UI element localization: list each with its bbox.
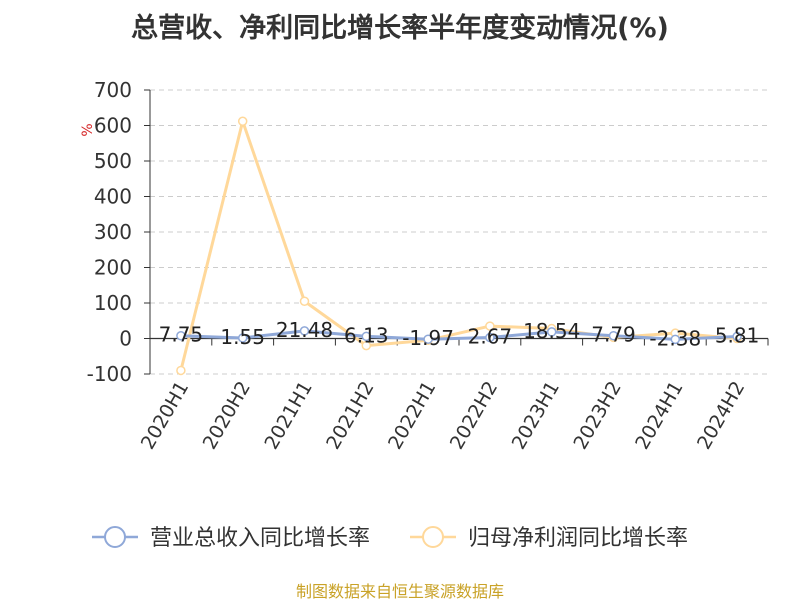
series-line-0 — [180, 329, 738, 341]
legend-label-0: 营业总收入同比增长率 — [150, 526, 370, 551]
grid-lines — [150, 89, 768, 375]
source-note: 制图数据来自恒生聚源数据库 — [295, 582, 504, 601]
x-tick-label-2023H1: 2023H1 — [508, 378, 564, 454]
series-1-point-2 — [299, 296, 310, 306]
y-tick-label-500: 500 — [94, 149, 132, 173]
series-0-point-1 — [237, 333, 248, 343]
data-label-6: 18.54 — [523, 319, 580, 343]
x-tick-label-2024H2: 2024H2 — [693, 378, 749, 454]
legend-marker-1 — [422, 526, 444, 548]
data-label-8: -2.38 — [649, 326, 701, 350]
series-0-point-6 — [546, 327, 557, 337]
legend-marker-0 — [104, 526, 126, 548]
series-0-point-2 — [299, 326, 310, 336]
data-label-3: 6.13 — [344, 323, 389, 347]
data-label-2: 21.48 — [276, 318, 333, 342]
x-tick-label-2020H2: 2020H2 — [199, 378, 255, 454]
series-0-point-5 — [485, 332, 495, 343]
x-tick-label-2022H1: 2022H1 — [384, 378, 440, 454]
y-tick-label-400: 400 — [94, 185, 132, 209]
series-lines — [176, 116, 742, 376]
data-label-1: 1.55 — [220, 325, 265, 349]
legend-label-1: 归母净利润同比增长率 — [468, 526, 688, 551]
y-tick-label-700: 700 — [94, 78, 132, 102]
y-axis-unit-label: % — [80, 123, 96, 136]
x-tick-label-2021H1: 2021H1 — [260, 378, 316, 454]
legend-item-1[interactable]: 归母净利润同比增长率 — [410, 526, 688, 551]
chart-title: 总营收、净利同比增长率半年度变动情况(%) — [131, 13, 669, 44]
series-0-point-4 — [423, 334, 433, 344]
data-label-5: 2.67 — [468, 325, 513, 349]
series-1-point-0 — [176, 365, 186, 376]
data-label-4: -1.97 — [402, 326, 454, 350]
data-labels: 7.75 1.55 21.48 6.13 -1.97 2.67 18.54 7.79 -2.38… — [159, 318, 760, 350]
x-tick-label-2020H1: 2020H1 — [137, 378, 193, 454]
data-label-9: 5.81 — [715, 323, 760, 347]
series-0-point-8 — [670, 334, 681, 345]
series-0-point-7 — [608, 330, 619, 341]
x-tick-label-2023H2: 2023H2 — [569, 378, 625, 454]
y-tick-label-100: 100 — [94, 291, 132, 315]
x-tick-label-2024H1: 2024H1 — [631, 378, 687, 454]
series-1-point-3 — [361, 340, 372, 351]
x-tick-label-2022H2: 2022H2 — [446, 378, 502, 454]
x-tick-label-2021H2: 2021H2 — [322, 378, 378, 454]
data-label-7: 7.79 — [591, 323, 636, 347]
y-tick-label--100: -100 — [87, 362, 132, 386]
series-0-point-3 — [361, 331, 372, 342]
data-label-0: 7.75 — [159, 323, 204, 347]
series-line-1 — [179, 119, 738, 371]
y-tick-label-200: 200 — [94, 256, 132, 280]
legend[interactable]: 营业总收入同比增长率 归母净利润同比增长率 — [92, 526, 688, 551]
series-1-point-5 — [485, 321, 495, 331]
y-tick-label-0: 0 — [119, 327, 132, 351]
y-tick-label-600: 600 — [94, 114, 132, 138]
legend-item-0[interactable]: 营业总收入同比增长率 — [92, 526, 370, 551]
series-0-point-9 — [732, 331, 742, 342]
series-0-point-0 — [176, 330, 186, 341]
series-1-point-1 — [237, 116, 248, 126]
y-tick-label-300: 300 — [94, 220, 132, 244]
